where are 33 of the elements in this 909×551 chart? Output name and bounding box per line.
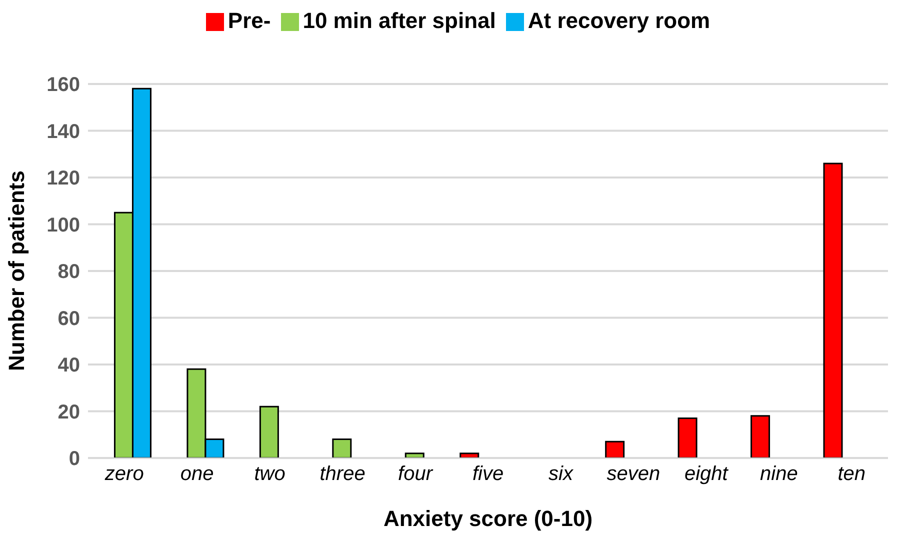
y-tick-label: 40 — [58, 354, 80, 377]
x-tick-label: ten — [838, 463, 866, 486]
x-tick-label: five — [472, 463, 504, 486]
x-axis-title: Anxiety score (0-10) — [383, 506, 593, 531]
bar — [823, 162, 843, 458]
x-tick-label: three — [320, 463, 366, 486]
x-tick-label: nine — [760, 463, 798, 486]
legend-label: Pre- — [228, 8, 271, 33]
legend-label: At recovery room — [528, 8, 710, 33]
y-tick-label: 0 — [68, 448, 80, 470]
x-tick-label: seven — [606, 463, 660, 486]
legend-label: 10 min after spinal — [302, 8, 496, 33]
bar — [259, 406, 279, 458]
bar — [750, 415, 770, 458]
x-tick-label: eight — [684, 463, 730, 486]
bar — [404, 452, 424, 458]
y-tick-label: 160 — [46, 74, 80, 96]
x-tick-label: four — [398, 463, 434, 486]
y-axis-title: Number of patients — [4, 170, 29, 371]
y-tick-label: 20 — [58, 401, 80, 424]
x-tick-label: six — [548, 463, 574, 486]
bar — [678, 418, 698, 458]
y-tick-label: 120 — [46, 168, 80, 190]
x-tick-label: one — [180, 463, 214, 486]
bar — [332, 438, 352, 458]
bar — [605, 440, 625, 458]
y-tick-label: 80 — [58, 261, 80, 284]
x-tick-label: zero — [104, 463, 144, 486]
x-tick-label: two — [254, 463, 286, 486]
bar — [460, 452, 480, 458]
y-tick-label: 140 — [46, 120, 80, 143]
y-tick-label: 60 — [58, 308, 80, 330]
y-tick-label: 100 — [46, 214, 80, 236]
